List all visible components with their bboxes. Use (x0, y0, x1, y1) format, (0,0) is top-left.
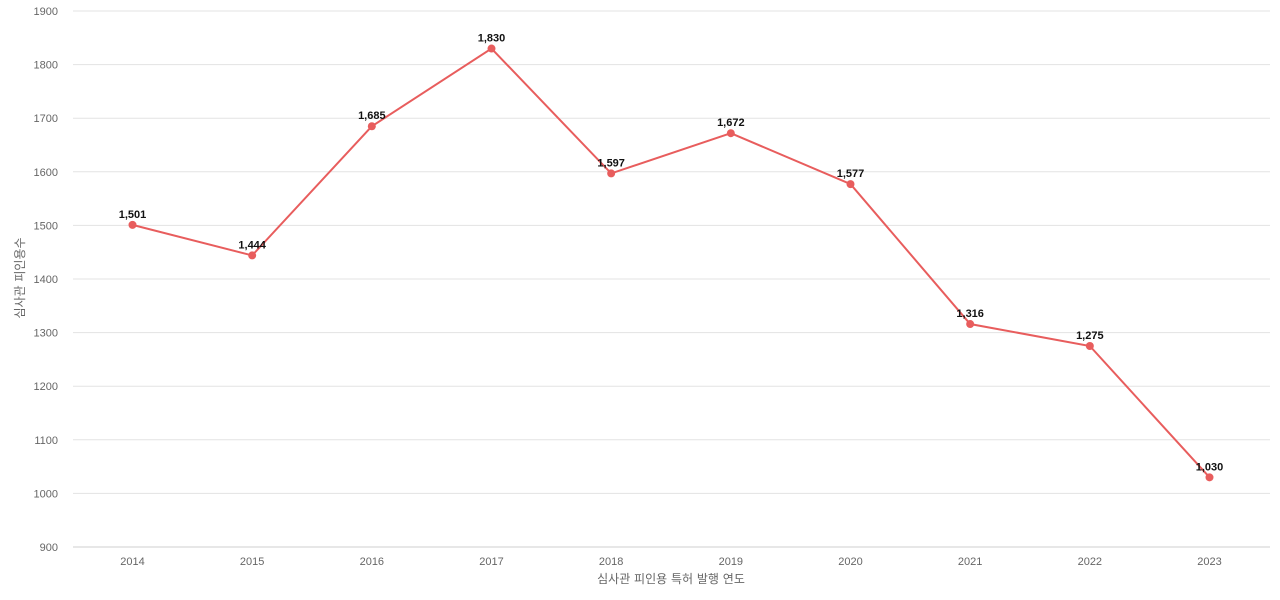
grid-layer (73, 10, 1270, 548)
series-line (132, 47, 1211, 478)
data-point (487, 44, 496, 53)
y-tick-label: 1400 (34, 274, 58, 286)
data-point (966, 320, 975, 329)
x-tick-label: 2020 (838, 556, 862, 568)
y-tick-label: 1500 (34, 220, 58, 232)
y-tick-label: 1900 (34, 6, 58, 18)
data-label: 1,577 (837, 168, 865, 180)
y-tick-label: 1600 (34, 167, 58, 179)
data-point (1085, 342, 1094, 350)
y-tick-label: 900 (40, 542, 58, 554)
axis-layer: 900 1000 1100 1200 1300 1400 1500 1600 1700 1800 1… (34, 6, 1222, 568)
data-label: 1,316 (956, 308, 984, 320)
x-tick-label: 2021 (958, 556, 982, 568)
x-tick-label: 2017 (479, 556, 503, 568)
x-tick-label: 2022 (1078, 556, 1102, 568)
data-point (367, 122, 376, 131)
data-label: 1,444 (238, 239, 266, 251)
data-point (1205, 473, 1214, 482)
data-point (726, 129, 735, 138)
data-point (248, 251, 257, 260)
x-tick-label: 2019 (719, 556, 743, 568)
data-label: 1,672 (717, 117, 745, 129)
data-point (607, 169, 616, 178)
series-layer (128, 44, 1214, 482)
data-label: 1,685 (358, 110, 386, 122)
y-tick-label: 1100 (34, 435, 58, 447)
y-tick-label: 1300 (34, 328, 58, 340)
y-tick-label: 1800 (34, 60, 58, 72)
x-tick-label: 2016 (360, 556, 384, 568)
data-label: 1,275 (1076, 330, 1104, 342)
data-label-layer: 1,501 1,444 1,685 1,830 1,597 1,672 1,577 1,316… (119, 33, 1224, 474)
y-axis-title: 심사관 피인용수 (13, 237, 27, 318)
x-tick-label: 2015 (240, 556, 264, 568)
data-label: 1,501 (119, 209, 147, 221)
data-label: 1,597 (597, 157, 625, 169)
x-tick-label: 2023 (1197, 556, 1221, 568)
data-point (128, 220, 137, 229)
x-tick-label: 2018 (599, 556, 623, 568)
y-tick-label: 1700 (34, 113, 58, 125)
x-tick-label: 2014 (120, 556, 144, 568)
x-axis-title: 심사관 피인용 특허 발행 연도 (597, 571, 745, 586)
data-point (846, 180, 855, 189)
y-tick-label: 1200 (34, 381, 58, 393)
y-tick-label: 1000 (34, 488, 58, 500)
data-label: 1,030 (1196, 461, 1224, 473)
data-label: 1,830 (478, 33, 506, 45)
